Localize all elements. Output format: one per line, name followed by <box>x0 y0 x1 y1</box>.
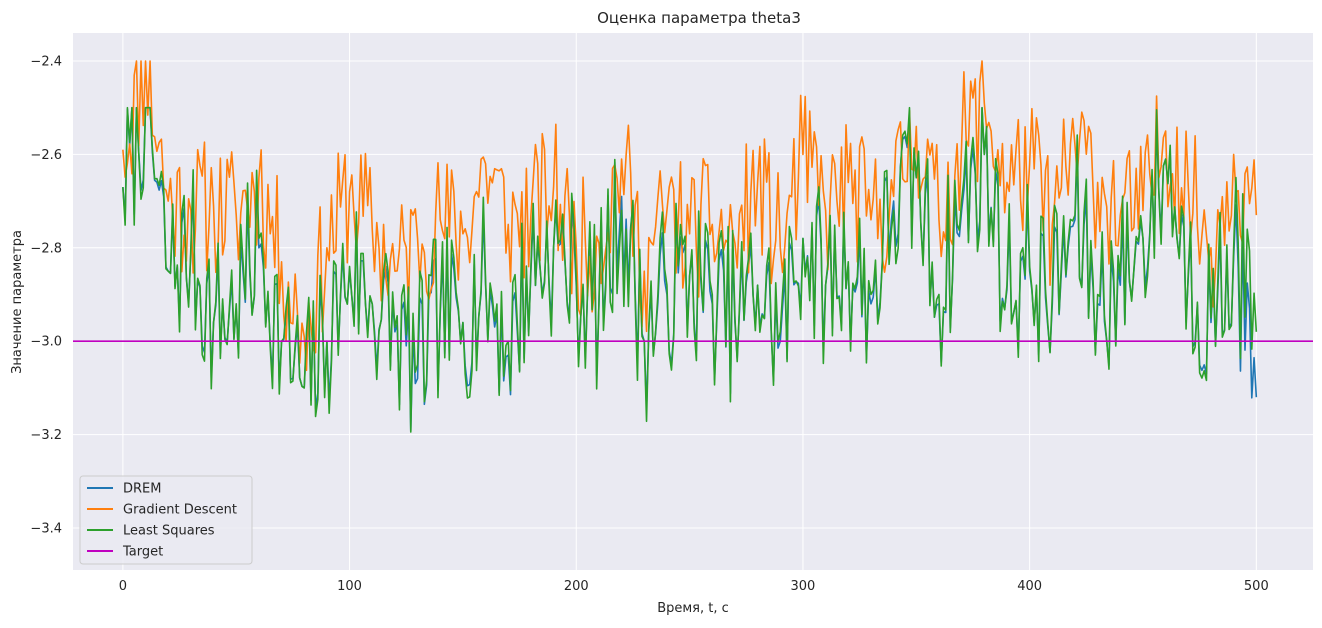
y-tick-label: −3.0 <box>30 335 62 350</box>
x-tick-label: 200 <box>564 579 589 594</box>
y-tick-label: −3.4 <box>30 521 62 536</box>
x-tick-label: 300 <box>791 579 816 594</box>
legend-label: Gradient Descent <box>123 503 237 518</box>
y-tick-label: −3.2 <box>30 428 62 443</box>
legend-label: DREM <box>123 482 161 497</box>
y-tick-label: −2.6 <box>30 148 62 163</box>
y-tick-label: −2.4 <box>30 55 62 70</box>
x-axis-label: Время, t, c <box>657 601 729 616</box>
legend: DREM Gradient Descent Least Squares Target <box>79 475 253 565</box>
y-axis-label: Значение параметра <box>10 230 25 374</box>
x-axis-ticks: 0 100 200 300 400 500 <box>119 579 1269 594</box>
series-lines <box>73 60 1313 433</box>
series-line-least-squares <box>122 106 1258 433</box>
legend-label: Least Squares <box>123 524 215 539</box>
chart-title: Оценка параметра theta3 <box>597 9 801 27</box>
y-tick-label: −2.8 <box>30 241 62 256</box>
legend-label: Target <box>122 545 163 560</box>
x-tick-label: 0 <box>119 579 127 594</box>
x-tick-label: 400 <box>1017 579 1042 594</box>
x-tick-label: 500 <box>1244 579 1269 594</box>
x-tick-label: 100 <box>337 579 362 594</box>
legend-box <box>79 475 253 565</box>
y-axis-ticks: −3.4 −3.2 −3.0 −2.8 −2.6 −2.4 <box>30 55 62 537</box>
